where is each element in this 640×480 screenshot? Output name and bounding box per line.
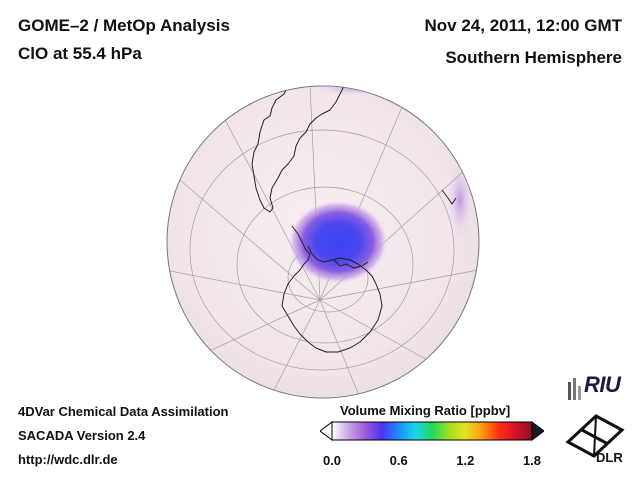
clo-enhancement-top [315, 86, 395, 96]
dlr-logo-icon [565, 414, 625, 458]
footer-system: 4DVar Chemical Data Assimilation [18, 404, 229, 419]
colorbar-underflow-arrow [320, 421, 333, 441]
colorbar-overflow-arrow [531, 421, 544, 441]
clo-enhancement-right [446, 155, 474, 245]
map-title-species: ClO at 55.4 hPa [18, 44, 142, 63]
colorbar-tick: 0.0 [322, 453, 342, 468]
map-datetime: Nov 24, 2011, 12:00 GMT [424, 16, 623, 35]
map-region: Southern Hemisphere [445, 48, 622, 67]
footer-url[interactable]: http://wdc.dlr.de [18, 452, 118, 467]
colorbar-tick: 1.2 [456, 453, 475, 468]
colorbar-tick: 0.6 [389, 453, 408, 468]
colorbar [320, 421, 544, 441]
riu-logo-text: RIU [584, 372, 621, 397]
riu-logo-icon [568, 378, 581, 400]
colorbar-title: Volume Mixing Ratio [ppbv] [340, 403, 511, 418]
colorbar-tick: 1.8 [522, 453, 542, 468]
colorbar-gradient [331, 421, 533, 441]
dlr-logo-text: DLR [596, 450, 623, 465]
map-title-product: GOME–2 / MetOp Analysis [18, 16, 230, 35]
clo-maximum [288, 200, 388, 284]
hemisphere-globe [166, 85, 480, 399]
footer-version: SACADA Version 2.4 [18, 428, 146, 443]
